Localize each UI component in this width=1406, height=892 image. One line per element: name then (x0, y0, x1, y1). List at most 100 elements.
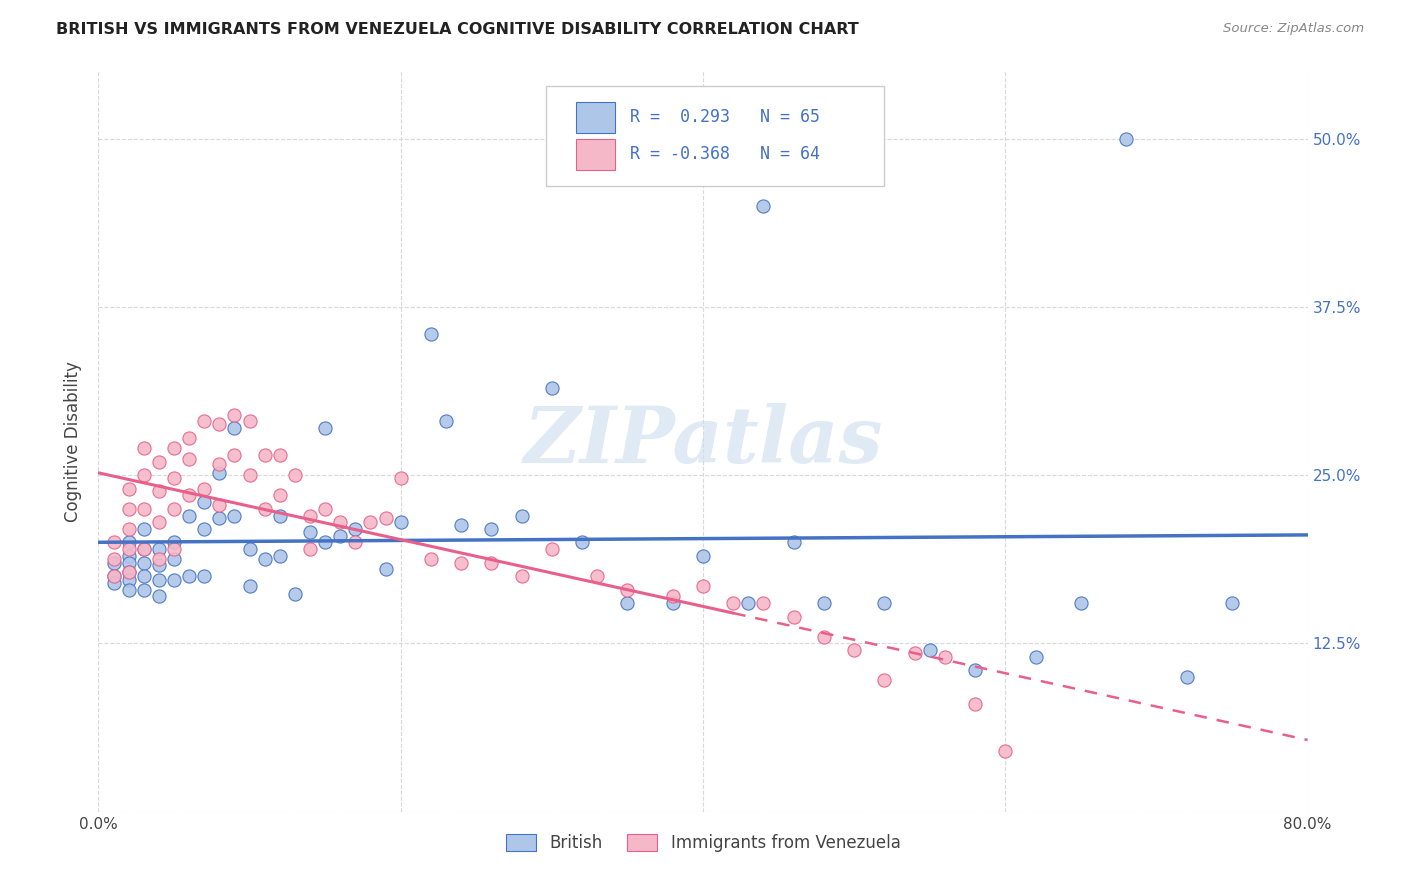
Text: R =  0.293   N = 65: R = 0.293 N = 65 (630, 108, 821, 126)
Point (783, 609, 806, 624)
Point (118, 582, 141, 597)
Point (239, 542, 262, 557)
Point (208, 458, 231, 472)
Point (360, 516, 382, 530)
Point (103, 551, 125, 566)
Point (208, 511, 231, 525)
Point (450, 518, 472, 533)
Point (239, 578, 262, 592)
Point (873, 673, 896, 687)
Point (737, 596, 759, 610)
Point (193, 569, 215, 583)
Point (1220, 596, 1243, 610)
Point (661, 590, 683, 604)
Point (752, 596, 775, 610)
Point (540, 542, 562, 557)
Text: R = -0.368   N = 64: R = -0.368 N = 64 (630, 145, 821, 162)
Text: ZIPatlas: ZIPatlas (523, 403, 883, 480)
Point (163, 542, 186, 557)
Point (269, 508, 291, 523)
Point (616, 596, 638, 610)
Point (965, 664, 987, 678)
Point (918, 643, 941, 657)
Point (253, 551, 276, 566)
Point (208, 498, 231, 512)
Point (163, 535, 186, 549)
Point (148, 484, 170, 499)
Point (510, 569, 533, 583)
Point (344, 535, 367, 549)
Point (269, 549, 291, 563)
Point (994, 744, 1017, 758)
Point (118, 522, 141, 536)
Point (269, 448, 291, 462)
Point (132, 468, 155, 483)
Point (208, 417, 231, 431)
Point (253, 501, 276, 516)
Point (571, 535, 593, 549)
Point (374, 511, 396, 525)
Point (481, 556, 503, 570)
Point (1115, 131, 1137, 145)
Point (374, 562, 396, 576)
Point (132, 542, 155, 557)
Point (934, 649, 956, 664)
Point (163, 442, 186, 456)
Point (253, 448, 276, 462)
Point (148, 551, 170, 566)
Point (450, 556, 472, 570)
Point (163, 501, 186, 516)
Point (420, 551, 443, 566)
FancyBboxPatch shape (546, 87, 884, 186)
Point (118, 573, 141, 587)
Point (103, 575, 125, 590)
Point (329, 529, 352, 543)
Point (148, 573, 170, 587)
Point (844, 643, 866, 657)
Point (132, 501, 155, 516)
Point (193, 482, 215, 496)
Point (783, 535, 806, 549)
Point (224, 448, 246, 462)
Point (904, 646, 927, 660)
Point (1024, 649, 1046, 664)
FancyBboxPatch shape (576, 139, 614, 169)
Point (103, 535, 125, 549)
Point (118, 542, 141, 557)
Point (1070, 596, 1092, 610)
Point (510, 508, 533, 523)
Point (389, 516, 412, 530)
Point (118, 482, 141, 496)
Point (193, 522, 215, 536)
Point (208, 466, 231, 480)
Point (118, 535, 141, 549)
Point (179, 452, 201, 467)
Point (224, 508, 246, 523)
Point (314, 535, 336, 549)
Point (239, 468, 262, 483)
Point (118, 556, 141, 570)
Point (586, 569, 609, 583)
Point (314, 421, 336, 435)
Point (661, 596, 683, 610)
Point (148, 516, 170, 530)
Point (873, 596, 896, 610)
Point (148, 455, 170, 469)
Point (692, 578, 714, 592)
Point (329, 516, 352, 530)
Point (148, 590, 170, 604)
Point (193, 495, 215, 509)
Point (1175, 670, 1198, 684)
Point (163, 573, 186, 587)
Text: BRITISH VS IMMIGRANTS FROM VENEZUELA COGNITIVE DISABILITY CORRELATION CHART: BRITISH VS IMMIGRANTS FROM VENEZUELA COG… (56, 22, 859, 37)
Point (434, 414, 457, 428)
Point (148, 558, 170, 573)
Point (103, 569, 125, 583)
Point (269, 488, 291, 502)
Point (284, 468, 307, 483)
Point (118, 501, 141, 516)
Point (132, 556, 155, 570)
Y-axis label: Cognitive Disability: Cognitive Disability (65, 361, 83, 522)
Point (179, 508, 201, 523)
Point (284, 587, 307, 601)
